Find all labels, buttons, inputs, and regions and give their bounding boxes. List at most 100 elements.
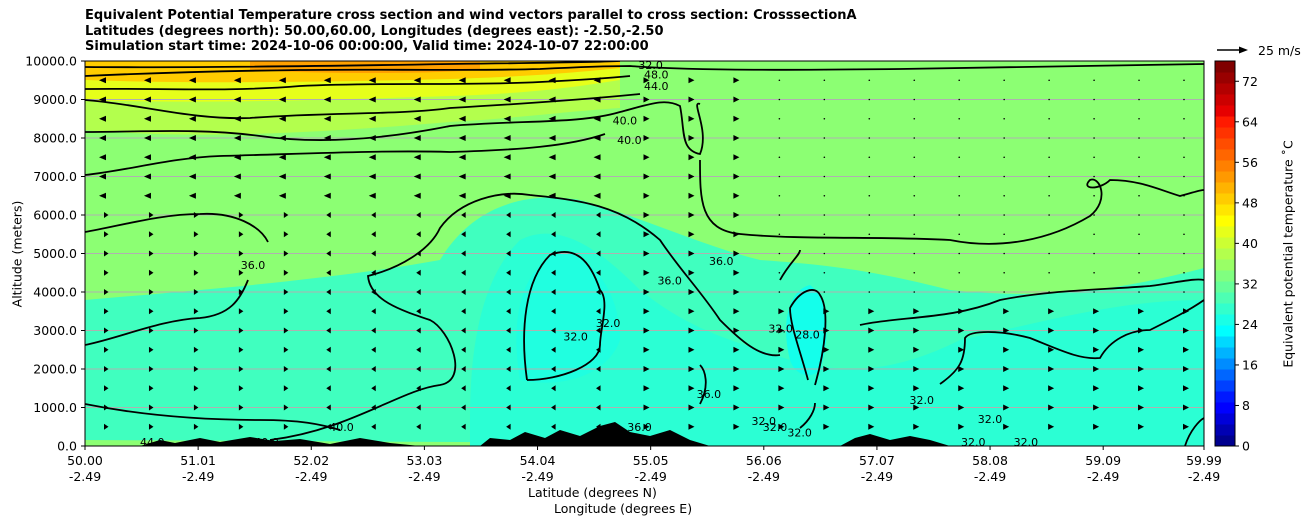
wind-vector: [868, 233, 871, 236]
wind-vector: [688, 289, 695, 295]
contour-label: 32.0: [563, 330, 588, 343]
wind-vector: [593, 192, 601, 199]
wind-vector: [958, 404, 965, 411]
title-line-1: Equivalent Potential Temperature cross s…: [85, 8, 857, 23]
contour-label: 36.0: [697, 388, 722, 401]
wind-vector: [104, 346, 109, 353]
wind-vector: [371, 404, 376, 411]
wind-vector: [326, 404, 331, 411]
wind-vector: [778, 423, 785, 430]
wind-vector: [913, 233, 916, 236]
wind-vector: [733, 135, 740, 141]
contour-line: [859, 278, 1204, 326]
wind-vector: [1183, 79, 1185, 82]
wind-vector: [913, 291, 916, 293]
contour-line: [85, 403, 341, 431]
wind-vector: [1183, 98, 1185, 101]
contour-label: 32.0: [909, 394, 934, 407]
wind-vector: [913, 252, 916, 255]
chart-title: Equivalent Potential Temperature cross s…: [85, 8, 857, 55]
wind-vector: [733, 173, 740, 180]
contour-line: [699, 159, 1204, 245]
wind-vector: [551, 212, 556, 218]
contour-line: [85, 133, 606, 176]
colorbar-tick-label: 16: [1242, 357, 1258, 372]
wind-vector: [461, 250, 466, 257]
wind-vector: [688, 77, 695, 84]
wind-vector: [193, 423, 199, 430]
wind-vector: [238, 385, 244, 392]
wind-vector: [958, 346, 965, 353]
wind-vector: [461, 269, 466, 276]
wind-vector: [688, 423, 695, 430]
wind-vector: [143, 77, 151, 84]
wind-vector: [958, 252, 961, 255]
wind-vector: [233, 154, 241, 161]
contour-label: 36.0: [657, 274, 682, 287]
x-tick-label-lon: -2.49: [974, 469, 1006, 484]
wind-vector: [104, 327, 109, 334]
wind-vector: [188, 154, 196, 161]
wind-vector: [868, 117, 871, 120]
wind-vector: [551, 385, 556, 392]
wind-vector: [868, 175, 871, 178]
wind-vector: [1048, 194, 1050, 197]
wind-vector: [551, 366, 556, 372]
wind-vector: [238, 366, 244, 372]
wind-vector: [371, 308, 376, 315]
wind-vector: [1183, 156, 1185, 159]
wind-vector: [688, 212, 695, 218]
y-tick-label: 1000.0: [33, 400, 77, 415]
y-axis: 0.0 1000.0 2000.0 3000.0 4000.0 5000.0 6000.0 7…: [25, 54, 85, 454]
y-tick-label: 9000.0: [33, 92, 77, 107]
wind-vector: [1183, 233, 1185, 236]
wind-vector: [1138, 214, 1140, 216]
wind-vector: [958, 98, 961, 101]
wind-vector: [1138, 117, 1140, 120]
y-tick-label: 4000.0: [33, 285, 77, 300]
wind-vector: [506, 212, 511, 218]
wind-vector: [643, 289, 650, 295]
wind-vector: [371, 327, 376, 334]
wind-vector: [733, 308, 740, 315]
wind-vector: [1183, 271, 1185, 274]
wind-vector: [548, 135, 556, 141]
x-axis: 50.00-2.4951.01-2.4952.02-2.4953.03-2.49…: [67, 446, 1222, 484]
y-tick-label: 5000.0: [33, 246, 77, 261]
wind-vector: [143, 135, 151, 141]
colorbar-swatch: [1215, 402, 1235, 414]
x-tick-label-lat: 50.00: [67, 453, 103, 468]
wind-vector: [643, 173, 650, 180]
wind-vector: [1003, 98, 1005, 101]
wind-vector: [413, 96, 421, 103]
wind-vector: [643, 135, 650, 141]
wind-vector: [1138, 291, 1140, 293]
contour-label: 32.0: [596, 317, 621, 330]
wind-vector: [461, 231, 466, 238]
wind-vector: [188, 96, 196, 103]
y-tick-label: 6000.0: [33, 208, 77, 223]
wind-vector: [551, 231, 556, 238]
wind-vector: [326, 423, 331, 430]
colorbar-swatch: [1215, 149, 1235, 161]
contour-label: 44.0: [140, 436, 165, 449]
contour-label: 32.0: [638, 59, 663, 72]
reference-vector: [1217, 46, 1248, 54]
wind-vector: [913, 404, 920, 411]
y-tick-label: 0.0: [57, 439, 77, 454]
wind-vector: [688, 115, 695, 122]
colorbar-swatch: [1215, 105, 1235, 117]
wind-vector: [868, 156, 871, 159]
wind-vector: [551, 308, 556, 315]
wind-vector: [104, 423, 109, 430]
wind-vector: [1138, 156, 1140, 159]
wind-vector: [506, 423, 511, 430]
wind-vector: [503, 96, 511, 103]
wind-vector: [323, 135, 331, 141]
wind-vector: [958, 327, 965, 334]
wind-vector: [733, 212, 740, 218]
wind-vector: [1138, 271, 1140, 274]
wind-vector: [1003, 385, 1010, 392]
wind-vector: [1138, 233, 1140, 236]
contour-line: [799, 402, 816, 429]
